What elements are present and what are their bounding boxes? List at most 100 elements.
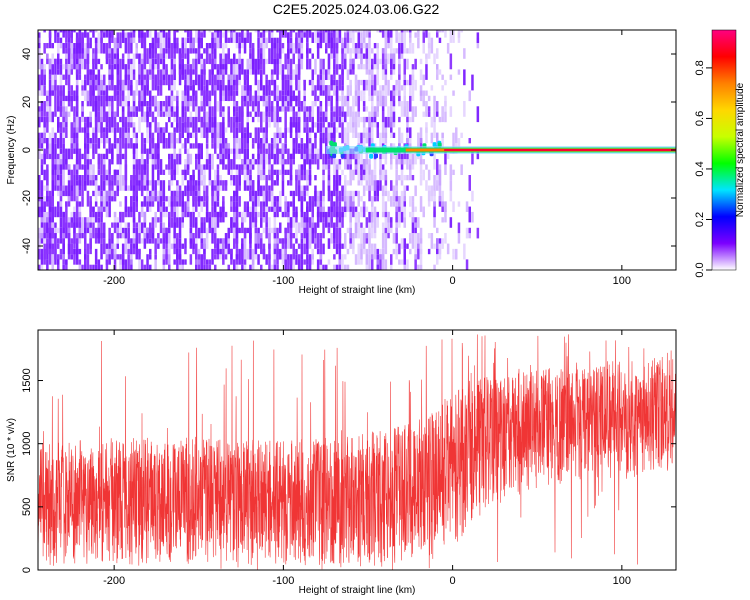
- spectrogram-cell: [168, 116, 171, 123]
- spectrogram-cell: [103, 30, 106, 33]
- spectrogram-cell: [268, 122, 271, 128]
- spectrogram-cell: [260, 95, 263, 102]
- spectrogram-cell: [92, 74, 95, 80]
- spectrogram-cell: [132, 143, 136, 154]
- spectrogram-cell: [251, 259, 255, 270]
- spectrogram-cell: [108, 116, 111, 133]
- spectrogram-cell: [65, 64, 68, 80]
- spectrogram-cell: [376, 58, 379, 70]
- spectrogram-cell: [84, 43, 87, 54]
- spectrogram-cell: [103, 95, 106, 112]
- spectrogram-cell: [132, 175, 136, 181]
- spectrogram-cell: [368, 175, 371, 186]
- spectrogram-cell: [419, 175, 423, 181]
- spectrogram-cell: [222, 180, 225, 191]
- spectrogram-cell: [316, 153, 320, 170]
- spectrogram-cell: [379, 254, 382, 270]
- spectrogram-cell: [89, 175, 92, 186]
- spectrogram-cell: [270, 196, 274, 207]
- spectrogram-cell: [38, 53, 41, 70]
- spectrogram-cell: [143, 79, 147, 96]
- spectrogram-cell: [113, 196, 117, 202]
- spectrogram-cell: [330, 30, 333, 33]
- spectrogram-cell: [186, 185, 190, 202]
- spectrogram-cell: [422, 169, 425, 181]
- spectrogram-cell: [94, 248, 98, 260]
- spectrogram-cell: [46, 138, 49, 149]
- spectrogram-cell: [124, 143, 128, 160]
- spectrogram-cell: [173, 259, 176, 265]
- spectrogram-cell: [314, 153, 317, 165]
- spectrogram-cell: [75, 127, 79, 133]
- spectrogram-cell: [449, 74, 453, 80]
- spectrogram-cell: [162, 127, 166, 133]
- spectrogram-cell: [292, 43, 295, 54]
- spectrogram-cell: [241, 122, 244, 133]
- spectrogram-cell: [140, 238, 144, 244]
- spectrogram-cell: [195, 159, 198, 170]
- spectrogram-cell: [333, 32, 336, 43]
- spectrogram-cell: [241, 30, 244, 38]
- spectrogram-cell: [390, 90, 393, 102]
- spectrogram-cell: [438, 238, 442, 244]
- spectrogram-cell: [192, 238, 195, 244]
- spectrogram-cell: [297, 254, 301, 260]
- spectrogram-cell: [146, 30, 149, 33]
- spectrogram-cell: [62, 264, 65, 270]
- spectrogram-cell: [108, 43, 111, 49]
- spectrogram-cell: [176, 101, 179, 117]
- spectrogram-cell: [108, 32, 111, 43]
- spectrogram-cell: [67, 48, 71, 64]
- spectrogram-cell: [441, 132, 444, 138]
- spectrogram-cell: [392, 143, 396, 149]
- spectrogram-cell: [173, 143, 176, 160]
- spectrogram-cell: [284, 111, 287, 128]
- spectrogram-cell: [200, 30, 203, 33]
- spectrogram-cell: [246, 248, 249, 260]
- x-tick-label: 0: [450, 275, 456, 287]
- spectrogram-cell: [222, 196, 225, 207]
- spectrogram-cell: [197, 143, 201, 149]
- spectrogram-cell: [189, 259, 193, 265]
- spectrogram-cell: [270, 206, 274, 212]
- spectrogram-cell: [398, 116, 401, 123]
- spectrogram-cell: [143, 211, 147, 223]
- spectrogram-cell: [233, 190, 236, 197]
- spectrogram-cell: [360, 43, 363, 54]
- spectrogram-cell: [392, 248, 396, 255]
- spectrogram-cell: [422, 43, 425, 54]
- spectrogram-cell: [384, 217, 388, 228]
- spectrogram-cell: [262, 169, 266, 175]
- spectrogram-cell: [381, 48, 385, 64]
- spectrogram-cell: [189, 143, 193, 149]
- spectrogram-cell: [40, 159, 44, 165]
- spectrogram-cell: [362, 101, 366, 107]
- spectrogram-cell: [73, 248, 76, 255]
- spectrogram-cell: [94, 185, 98, 202]
- spectrogram-cell: [360, 238, 363, 244]
- spectrogram-cell: [308, 259, 312, 265]
- spectrogram-cell: [438, 164, 442, 181]
- spectrogram-cell: [224, 37, 228, 49]
- spectrogram-cell: [452, 248, 455, 255]
- spectrogram-cell: [92, 143, 95, 154]
- spectrogram-cell: [135, 243, 138, 260]
- spectrogram-cell: [281, 74, 285, 91]
- spectrogram-cell: [257, 37, 260, 49]
- spectrogram-cell: [381, 48, 385, 54]
- spectrogram-cell: [341, 185, 344, 191]
- spectrogram-cell: [208, 153, 212, 165]
- spectrogram-cell: [184, 30, 187, 33]
- spectrogram-cell: [230, 159, 233, 170]
- spectrogram-cell: [243, 37, 247, 43]
- spectrogram-cell: [181, 101, 184, 107]
- spectrogram-cell: [251, 164, 255, 170]
- spectrogram-cell: [260, 138, 263, 144]
- spectrogram-cell: [165, 48, 168, 54]
- spectrogram-cell: [205, 48, 209, 54]
- spectrogram-cell: [203, 122, 206, 138]
- spectrogram-cell: [249, 132, 252, 138]
- spectrogram-cell: [203, 48, 206, 54]
- spectrogram-cell: [216, 201, 220, 207]
- spectrogram-cell: [86, 190, 90, 207]
